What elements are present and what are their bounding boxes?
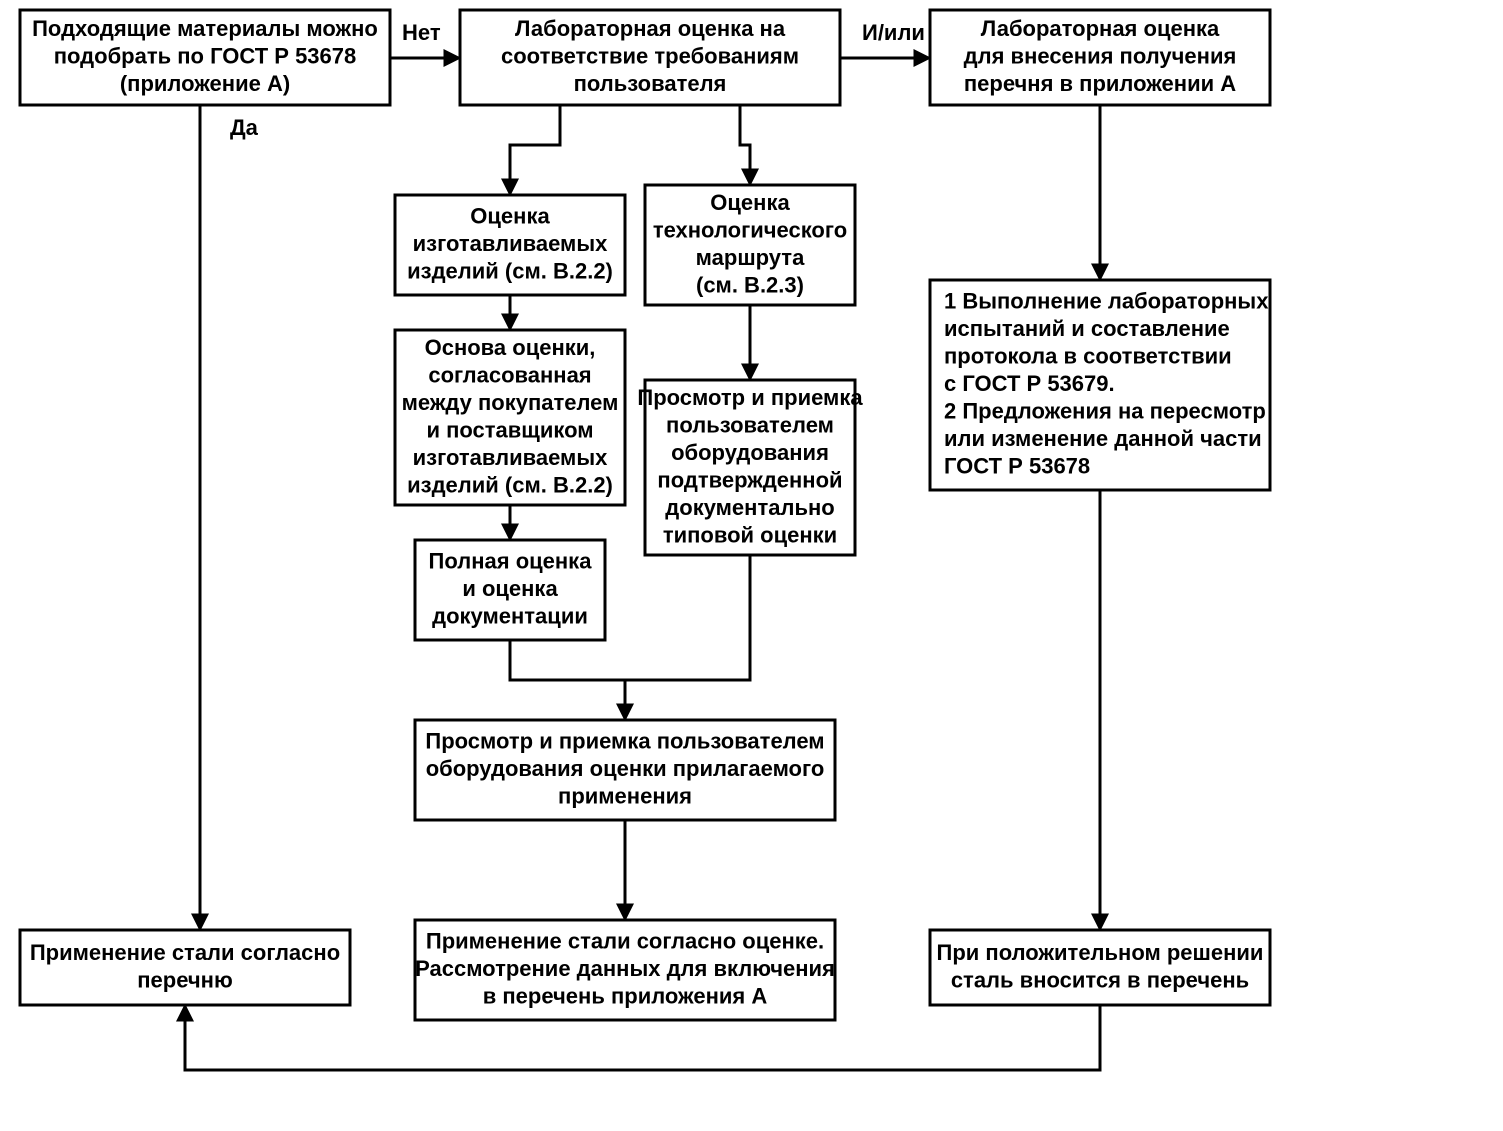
flow-node: Просмотр и приемкапользователемоборудова… (637, 380, 863, 555)
flow-edge (740, 105, 750, 185)
flow-node: Оценкаизготавливаемыхизделий (см. В.2.2) (395, 195, 625, 295)
flow-edge (510, 640, 625, 720)
flow-node: Подходящие материалы можноподобрать по Г… (20, 10, 390, 105)
flow-node: Лабораторная оценкадля внесения получени… (930, 10, 1270, 105)
flow-edge (625, 555, 750, 680)
flow-edge (510, 105, 560, 195)
edge-label: Да (230, 115, 259, 140)
flowchart: Подходящие материалы можноподобрать по Г… (0, 0, 1503, 1131)
edge-label: И/или (862, 20, 925, 45)
flow-node: Применение стали согласно оценке.Рассмот… (415, 920, 835, 1020)
flow-node: Применение стали согласноперечню (20, 930, 350, 1005)
flow-node: При положительном решениисталь вносится … (930, 930, 1270, 1005)
flow-node: Просмотр и приемка пользователемоборудов… (415, 720, 835, 820)
flow-node-label: Лабораторная оценкадля внесения получени… (964, 16, 1237, 96)
flow-node: Основа оценки,согласованнаямежду покупат… (395, 330, 625, 505)
flow-node: Лабораторная оценка насоответствие требо… (460, 10, 840, 105)
flow-node: 1 Выполнение лабораторныхиспытаний и сос… (930, 280, 1270, 490)
edge-label: Нет (402, 20, 441, 45)
flow-node: Оценкатехнологическогомаршрута(см. В.2.3… (645, 185, 855, 305)
flow-node: Полная оценкаи оценкадокументации (415, 540, 605, 640)
